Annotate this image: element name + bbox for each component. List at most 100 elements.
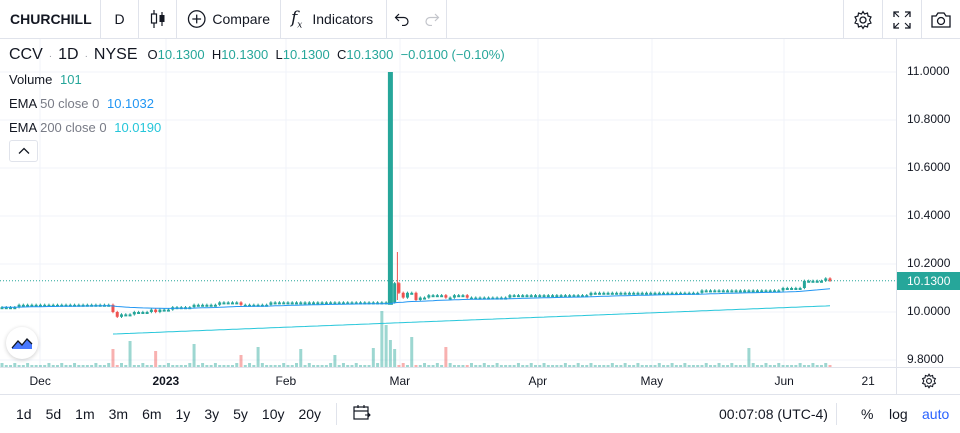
volume-bar	[205, 365, 209, 367]
indicators-label: Indicators	[312, 11, 374, 27]
candle-body	[201, 304, 205, 307]
candle-body	[478, 297, 482, 300]
tradingview-icon	[11, 338, 33, 349]
candle-body	[580, 295, 584, 298]
volume-bar	[329, 363, 333, 367]
candle-body	[440, 295, 444, 298]
volume-bar	[38, 365, 42, 367]
candle-body	[785, 288, 789, 290]
volume-bar	[674, 365, 678, 367]
volume-bar	[452, 365, 456, 367]
candle-body	[794, 288, 798, 290]
volume-bar	[423, 363, 427, 367]
volume-bar	[43, 365, 47, 367]
candle-body	[593, 292, 597, 295]
volume-bar	[85, 365, 89, 367]
volume-bar	[580, 365, 584, 367]
fx-icon: fx	[291, 7, 303, 31]
range-6m-button[interactable]: 6m	[142, 406, 162, 422]
tradingview-logo[interactable]	[6, 327, 38, 359]
range-3y-button[interactable]: 3y	[204, 406, 220, 422]
interval-button[interactable]: D	[101, 0, 139, 39]
log-toggle[interactable]: log	[889, 406, 908, 422]
volume-bar	[755, 365, 759, 367]
candle-body	[320, 302, 324, 305]
price-tick: 10.0000	[907, 304, 951, 318]
candle-body	[576, 295, 580, 298]
compare-button[interactable]: Compare	[177, 0, 281, 39]
percent-toggle[interactable]: %	[861, 406, 874, 422]
undo-button[interactable]	[387, 0, 417, 39]
volume-bar	[653, 365, 657, 367]
volume-bar	[491, 365, 495, 367]
candle-body	[721, 290, 725, 293]
volume-bar	[405, 365, 409, 367]
candle-body	[192, 304, 196, 308]
fullscreen-button[interactable]	[882, 0, 921, 39]
volume-bar	[619, 365, 623, 367]
close-label: C	[336, 47, 347, 62]
volume-bar	[171, 365, 175, 367]
range-5d-button[interactable]: 5d	[45, 406, 62, 422]
range-1y-button[interactable]: 1y	[175, 406, 191, 422]
candle-body	[290, 302, 294, 305]
range-5y-button[interactable]: 5y	[233, 406, 248, 422]
redo-button[interactable]	[417, 0, 447, 39]
volume-bar	[516, 363, 520, 367]
candle-body	[295, 302, 298, 305]
candle-body	[709, 290, 712, 293]
snapshot-button[interactable]	[921, 0, 960, 39]
settings-button[interactable]	[843, 0, 882, 39]
candle-body	[166, 309, 170, 312]
candle-body	[21, 304, 25, 307]
candle-body	[563, 295, 567, 298]
volume-legend[interactable]: Volume 101	[9, 72, 82, 87]
volume-bar	[0, 363, 4, 367]
volume-bar	[376, 363, 380, 367]
time-axis[interactable]: Dec 2023 Feb Mar Apr May Jun 21	[0, 367, 960, 394]
volume-bar	[478, 365, 482, 367]
gear-icon	[854, 9, 872, 30]
legend-symbol-row: CCV · 1D · NYSE O10.1300 H10.1300 L10.13…	[9, 46, 505, 64]
range-10y-button[interactable]: 10y	[261, 406, 285, 422]
volume-bar	[307, 363, 311, 367]
candle-body	[115, 312, 119, 317]
volume-bar	[551, 365, 555, 367]
candle-body	[235, 302, 239, 305]
ema50-legend[interactable]: EMA 50 close 0 10.1032	[9, 96, 154, 111]
chart-type-button[interactable]	[139, 0, 177, 39]
volume-bar	[828, 365, 832, 367]
auto-toggle[interactable]: auto	[922, 406, 950, 422]
range-20y-button[interactable]: 20y	[298, 406, 322, 422]
volume-bar	[359, 365, 363, 367]
indicators-button[interactable]: fx Indicators	[281, 0, 387, 39]
collapse-legend-button[interactable]	[9, 140, 38, 162]
volume-bar	[457, 365, 461, 367]
axis-settings-button[interactable]	[896, 368, 960, 394]
timezone-clock[interactable]: 00:07:08 (UTC-4)	[719, 406, 828, 422]
range-1d-button[interactable]: 1d	[16, 406, 32, 422]
time-tick: Jun	[774, 374, 794, 388]
candle-body	[248, 304, 252, 307]
volume-bar	[213, 363, 217, 367]
ema200-legend[interactable]: EMA 200 close 0 10.0190	[9, 120, 161, 135]
candle-body	[333, 302, 337, 305]
price-scale[interactable]: 11.0000 10.8000 10.6000 10.4000 10.2000 10.00…	[896, 39, 960, 367]
candle-body	[209, 304, 213, 307]
volume-bar	[785, 365, 789, 367]
range-3m-button[interactable]: 3m	[108, 406, 129, 422]
goto-date-button[interactable]	[345, 404, 379, 425]
time-tick: Feb	[275, 374, 297, 388]
candle-body	[34, 304, 38, 307]
volume-bar	[354, 363, 358, 367]
volume-bar	[418, 365, 422, 367]
price-chart[interactable]	[0, 39, 960, 367]
candle-body	[632, 292, 636, 295]
candle-body	[542, 295, 546, 298]
range-1m-button[interactable]: 1m	[75, 406, 95, 422]
volume-bar	[768, 365, 772, 367]
symbol-search-button[interactable]: CHURCHILL	[0, 0, 101, 39]
volume-bar	[644, 365, 648, 367]
candle-body	[132, 312, 136, 315]
indicator-value: 10.1032	[106, 96, 154, 111]
